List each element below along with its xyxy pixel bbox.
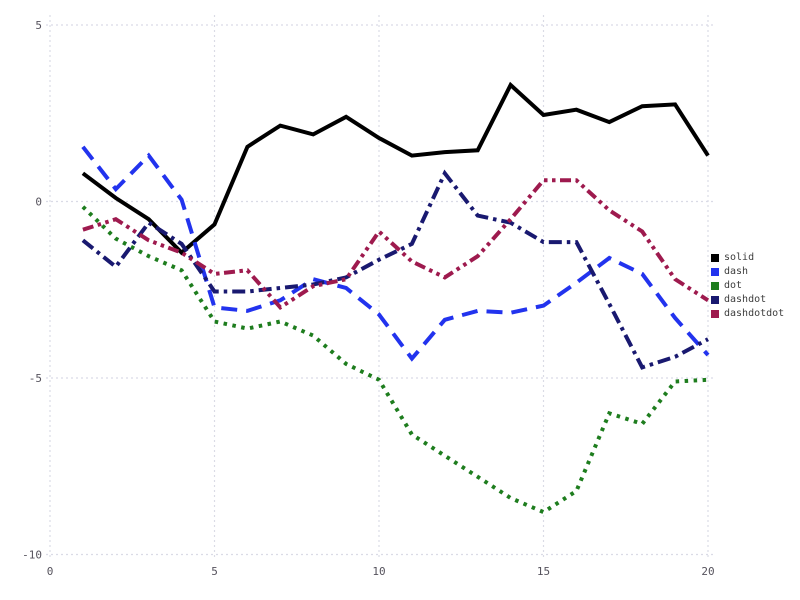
svg-text:20: 20 [701,565,714,578]
legend-item-dash: dash [711,265,784,279]
legend-item-solid: solid [711,251,784,265]
svg-text:0: 0 [35,196,42,209]
series-dashdotdot [82,178,710,311]
series-dashdot [81,169,709,370]
legend: solid dash dot dashdot dashdotdot [711,251,784,321]
legend-label-dashdotdot: dashdotdot [724,308,785,319]
svg-text:-5: -5 [29,372,42,385]
legend-item-dashdot: dashdot [711,293,784,307]
legend-label-solid: solid [724,252,755,263]
legend-label-dash: dash [724,266,749,277]
series-solid [81,81,710,256]
legend-swatch-dashdotdot [711,310,719,318]
legend-swatch-dot [711,282,719,290]
series-dash [81,145,710,362]
svg-text:0: 0 [47,565,54,578]
legend-label-dashdot: dashdot [724,294,767,305]
legend-item-dot: dot [711,279,784,293]
legend-swatch-dashdot [711,296,719,304]
svg-text:10: 10 [372,565,385,578]
svg-text:-10: -10 [22,549,42,562]
legend-swatch-dash [711,268,719,276]
legend-label-dot: dot [724,280,743,291]
svg-text:5: 5 [35,19,42,32]
legend-swatch-solid [711,254,719,262]
series-dot [81,205,709,515]
svg-text:5: 5 [211,565,218,578]
legend-item-dashdotdot: dashdotdot [711,307,784,321]
svg-text:15: 15 [537,565,550,578]
